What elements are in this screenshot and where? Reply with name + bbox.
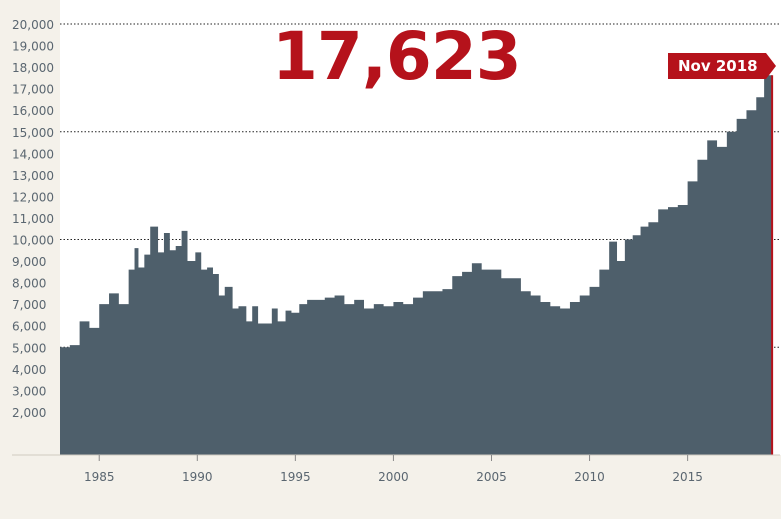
y-tick-label: 4,000 (12, 363, 46, 377)
y-tick-label: 18,000 (12, 61, 54, 75)
y-tick-label: 15,000 (12, 126, 54, 140)
headline-value: 17,623 (272, 18, 522, 95)
x-tick-label: 1985 (84, 470, 115, 484)
y-tick-label: 17,000 (12, 83, 54, 97)
y-tick-label: 19,000 (12, 40, 54, 54)
x-tick-label: 1995 (280, 470, 311, 484)
x-tick-label: 1990 (182, 470, 213, 484)
y-tick-label: 11,000 (12, 212, 54, 226)
x-tick-label: 2010 (574, 470, 605, 484)
x-tick-label: 2015 (672, 470, 703, 484)
y-tick-label: 2,000 (12, 406, 46, 420)
data-area (60, 75, 773, 455)
y-tick-label: 7,000 (12, 298, 46, 312)
y-tick-label: 13,000 (12, 169, 54, 183)
x-tick-label: 2000 (378, 470, 409, 484)
y-tick-label: 9,000 (12, 255, 46, 269)
y-tick-label: 6,000 (12, 320, 46, 334)
y-tick-label: 14,000 (12, 147, 54, 161)
y-tick-label: 3,000 (12, 384, 46, 398)
latest-date-tag: Nov 2018 (668, 53, 776, 79)
y-tick-label: 12,000 (12, 190, 54, 204)
x-tick-label: 2005 (476, 470, 507, 484)
y-tick-label: 8,000 (12, 277, 46, 291)
y-tick-label: 10,000 (12, 234, 54, 248)
y-tick-label: 16,000 (12, 104, 54, 118)
y-tick-label: 20,000 (12, 18, 54, 32)
y-tick-label: 5,000 (12, 341, 46, 355)
